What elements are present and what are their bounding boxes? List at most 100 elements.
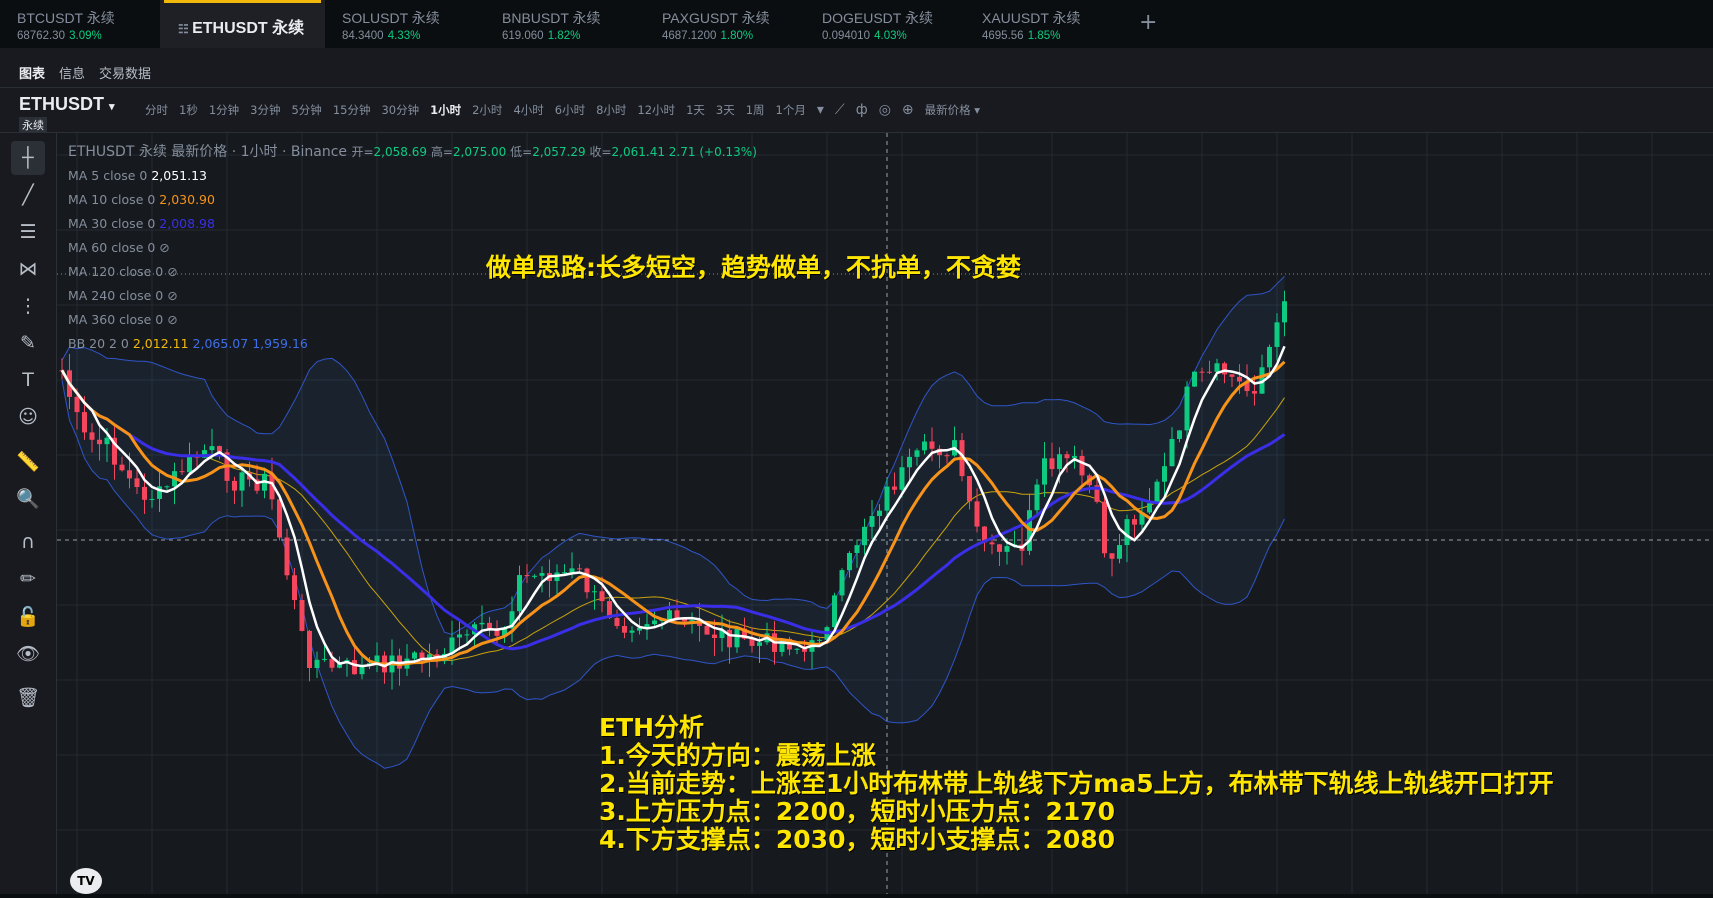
candle: [637, 627, 642, 631]
subtab[interactable]: 图表: [19, 63, 45, 98]
trash-icon[interactable]: 🗑: [15, 686, 41, 709]
ma10-line: [60, 360, 1286, 667]
high-label: 高=: [430, 145, 453, 159]
interval-option[interactable]: 5分钟: [291, 103, 322, 117]
candle: [509, 611, 515, 629]
candle: [517, 575, 522, 612]
tab-change: 4.03%: [874, 30, 907, 42]
ma-label: MA 10 close 0: [68, 192, 156, 207]
add-tab-button[interactable]: +: [1139, 10, 1158, 35]
interval-option[interactable]: 8小时: [596, 103, 627, 117]
unlock-icon[interactable]: 🔓: [16, 605, 40, 628]
tab-change: 1.82%: [547, 30, 581, 42]
more-intervals-icon[interactable]: ▾: [816, 102, 824, 118]
add-icon[interactable]: ⊕: [901, 102, 914, 118]
hidden-eye-icon[interactable]: ⊘: [159, 240, 170, 255]
hidden-eye-icon[interactable]: ⊘: [167, 288, 178, 303]
candle: [1057, 454, 1062, 470]
candle: [907, 456, 912, 468]
candle: [74, 396, 80, 413]
interval-option[interactable]: 4小时: [513, 103, 544, 117]
horizontal-lines-icon[interactable]: ☰: [19, 221, 37, 243]
tab-price: 619.060: [502, 30, 544, 42]
zoom-icon[interactable]: 🔍: [16, 487, 40, 510]
candle: [1042, 458, 1047, 485]
interval-list: 分时 1秒 1分钟 3分钟 5分钟 15分钟 30分钟 1小时 2小时 4小时 6小时 8小时 12小时…: [145, 102, 980, 118]
interval-option[interactable]: 1小时: [430, 103, 462, 117]
candle: [1169, 438, 1175, 467]
tab-price: 84.3400: [342, 30, 384, 42]
magnet-icon[interactable]: ∩: [21, 531, 35, 553]
candle: [667, 610, 672, 621]
candle: [217, 446, 222, 453]
candle: [157, 486, 162, 499]
ruler-icon[interactable]: 📏: [16, 450, 40, 473]
pattern-icon[interactable]: ⋈: [18, 258, 38, 280]
candle: [1207, 371, 1212, 373]
interval-option[interactable]: 1分钟: [208, 103, 240, 117]
candle: [997, 544, 1002, 552]
interval-option[interactable]: 15分钟: [332, 103, 371, 117]
interval-option[interactable]: 分时: [145, 103, 168, 117]
symbol-tab[interactable]: BTCUSDT 永续 68762.30 3.09%: [0, 0, 160, 48]
candlestick-chart[interactable]: [57, 133, 1713, 894]
symbol-selector[interactable]: ETHUSDT ▾: [19, 94, 115, 114]
subtab[interactable]: 交易数据: [99, 67, 152, 82]
chart-type-icon[interactable]: ф: [855, 102, 868, 118]
interval-option[interactable]: 1周: [745, 103, 765, 117]
bb-label: BB 20 2 0: [68, 336, 129, 351]
bb-lower: 1,959.16: [252, 336, 308, 351]
symbol-tab[interactable]: PAXGUSDT 永续 4687.1200 1.80%: [645, 0, 805, 48]
brush-icon[interactable]: ✎: [20, 332, 36, 354]
interval-option[interactable]: 12小时: [637, 103, 676, 117]
interval-option[interactable]: 30分钟: [381, 103, 420, 117]
candle: [967, 476, 972, 502]
candle: [532, 575, 537, 577]
hidden-eye-icon[interactable]: ⊘: [167, 312, 178, 327]
visibility-icon[interactable]: 👁: [15, 642, 41, 665]
interval-option[interactable]: 1天: [686, 103, 705, 117]
symbol-name: ETHUSDT: [19, 94, 104, 114]
candle: [374, 655, 380, 664]
screenshot-icon[interactable]: ◎: [878, 102, 891, 118]
legend-header: ETHUSDT 永续 最新价格 · 1小时 · Binance: [68, 144, 348, 160]
text-icon[interactable]: T: [22, 369, 34, 391]
candle: [862, 526, 867, 546]
ma-value: 2,051.13: [151, 168, 208, 183]
symbol-tab[interactable]: SOLUSDT 永续 84.3400 4.33%: [325, 0, 485, 48]
trendline-icon[interactable]: ╱: [22, 184, 34, 206]
emoji-icon[interactable]: ☺: [18, 406, 38, 428]
hidden-eye-icon[interactable]: ⊘: [167, 264, 178, 279]
tab-price: 4695.56: [982, 30, 1024, 42]
tradingview-logo[interactable]: TV: [70, 868, 102, 894]
candle: [1147, 503, 1152, 513]
candle: [464, 634, 470, 636]
fib-icon[interactable]: ⋮: [18, 295, 38, 317]
interval-option[interactable]: 2小时: [472, 103, 503, 117]
candle: [359, 665, 365, 675]
lock-drawing-icon[interactable]: ✏: [20, 568, 36, 590]
interval-option[interactable]: 3天: [715, 103, 735, 117]
symbol-tab[interactable]: BNBUSDT 永续 619.060 1.82%: [485, 0, 645, 48]
candle: [884, 486, 890, 511]
symbol-tab[interactable]: ☷ ETHUSDT 永续: [160, 0, 325, 48]
ma-label: MA 60 close 0: [68, 240, 156, 255]
price-type-select[interactable]: 最新价格 ▾: [924, 103, 981, 117]
tab-price: 4687.1200: [662, 30, 717, 42]
crosshair-icon[interactable]: ┼: [11, 141, 45, 175]
interval-option[interactable]: 1秒: [179, 103, 198, 117]
ma-legend-row: MA 60 close 0 ⊘: [68, 236, 757, 260]
interval-option[interactable]: 6小时: [554, 103, 586, 117]
candle: [584, 568, 590, 593]
indicator-icon[interactable]: ⟋: [834, 102, 845, 118]
chart-area[interactable]: [57, 133, 1713, 894]
symbol-tab[interactable]: DOGEUSDT 永续 0.094010 4.03%: [805, 0, 965, 48]
ma-legend-row: MA 120 close 0 ⊘: [68, 260, 757, 284]
subtab[interactable]: 信息: [59, 67, 86, 82]
candle: [284, 537, 290, 576]
interval-option[interactable]: 1个月: [775, 103, 806, 117]
interval-option[interactable]: 3分钟: [250, 103, 281, 117]
candle: [119, 464, 125, 471]
candle: [479, 622, 485, 625]
symbol-tab[interactable]: XAUUSDT 永续 4695.56 1.85%: [965, 0, 1125, 48]
